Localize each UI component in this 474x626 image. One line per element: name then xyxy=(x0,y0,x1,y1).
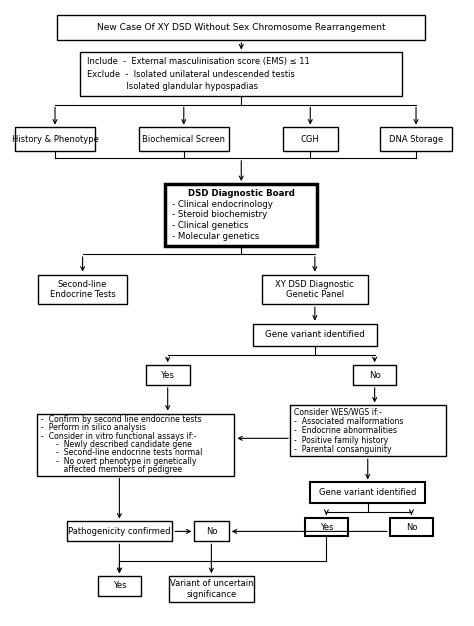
Text: - Steroid biochemistry: - Steroid biochemistry xyxy=(172,210,267,220)
Text: Exclude  -  Isolated unilateral undescended testis: Exclude - Isolated unilateral undescende… xyxy=(87,69,295,79)
Text: Variant of uncertain
significance: Variant of uncertain significance xyxy=(170,580,253,599)
FancyBboxPatch shape xyxy=(139,128,228,151)
FancyBboxPatch shape xyxy=(290,406,446,456)
Text: -  Associated malformations: - Associated malformations xyxy=(294,417,404,426)
Text: -  Parental consanguinity: - Parental consanguinity xyxy=(294,445,392,454)
Text: Gene variant identified: Gene variant identified xyxy=(319,488,417,498)
Text: No: No xyxy=(206,527,217,536)
FancyBboxPatch shape xyxy=(310,483,425,503)
FancyBboxPatch shape xyxy=(169,576,254,602)
FancyBboxPatch shape xyxy=(165,184,317,246)
FancyBboxPatch shape xyxy=(381,128,452,151)
FancyBboxPatch shape xyxy=(283,128,338,151)
FancyBboxPatch shape xyxy=(98,576,141,596)
FancyBboxPatch shape xyxy=(80,53,402,96)
Text: Yes: Yes xyxy=(319,523,333,531)
Text: Gene variant identified: Gene variant identified xyxy=(265,331,365,339)
Text: - Clinical genetics: - Clinical genetics xyxy=(172,221,249,230)
Text: XY DSD Diagnostic
Genetic Panel: XY DSD Diagnostic Genetic Panel xyxy=(275,280,354,299)
Text: - Clinical endocrinology: - Clinical endocrinology xyxy=(172,200,273,209)
Text: DNA Storage: DNA Storage xyxy=(389,135,443,144)
FancyBboxPatch shape xyxy=(15,128,95,151)
Text: affected members of pedigree: affected members of pedigree xyxy=(41,465,182,474)
FancyBboxPatch shape xyxy=(304,518,348,536)
Text: Include  -  External masculinisation score (EMS) ≤ 11: Include - External masculinisation score… xyxy=(87,57,310,66)
Text: -  Positive family history: - Positive family history xyxy=(294,436,388,444)
FancyBboxPatch shape xyxy=(194,521,228,541)
Text: -  No overt phenotype in genetically: - No overt phenotype in genetically xyxy=(41,456,197,466)
Text: -  Second-line endocrine tests normal: - Second-line endocrine tests normal xyxy=(41,448,202,458)
Text: History & Phenotype: History & Phenotype xyxy=(11,135,99,144)
Text: -  Endocrine abnormalities: - Endocrine abnormalities xyxy=(294,426,397,436)
Text: Biochemical Screen: Biochemical Screen xyxy=(142,135,225,144)
FancyBboxPatch shape xyxy=(390,518,433,536)
FancyBboxPatch shape xyxy=(146,365,190,385)
Text: No: No xyxy=(369,371,381,379)
FancyBboxPatch shape xyxy=(66,521,172,541)
Text: Yes: Yes xyxy=(113,582,126,590)
FancyBboxPatch shape xyxy=(36,414,234,476)
Text: - Molecular genetics: - Molecular genetics xyxy=(172,232,260,240)
FancyBboxPatch shape xyxy=(253,324,377,346)
Text: DSD Diagnostic Board: DSD Diagnostic Board xyxy=(188,190,295,198)
Text: -  Consider in vitro functional assays if:-: - Consider in vitro functional assays if… xyxy=(41,432,197,441)
FancyBboxPatch shape xyxy=(57,15,425,40)
Text: Second-line
Endocrine Tests: Second-line Endocrine Tests xyxy=(50,280,116,299)
FancyBboxPatch shape xyxy=(353,365,396,385)
Text: Yes: Yes xyxy=(161,371,175,379)
Text: Consider WES/WGS if:-: Consider WES/WGS if:- xyxy=(294,408,382,417)
Text: -  Confirm by second line endocrine tests: - Confirm by second line endocrine tests xyxy=(41,415,202,424)
FancyBboxPatch shape xyxy=(38,275,128,304)
Text: CGH: CGH xyxy=(301,135,319,144)
Text: -  Newly described candidate gene: - Newly described candidate gene xyxy=(41,440,192,449)
Text: -  Perform in silico analysis: - Perform in silico analysis xyxy=(41,424,146,433)
Text: No: No xyxy=(406,523,417,531)
FancyBboxPatch shape xyxy=(262,275,368,304)
Text: Pathogenicity confirmed: Pathogenicity confirmed xyxy=(68,527,171,536)
Text: Isolated glandular hypospadias: Isolated glandular hypospadias xyxy=(87,82,258,91)
Text: New Case Of XY DSD Without Sex Chromosome Rearrangement: New Case Of XY DSD Without Sex Chromosom… xyxy=(97,23,385,32)
